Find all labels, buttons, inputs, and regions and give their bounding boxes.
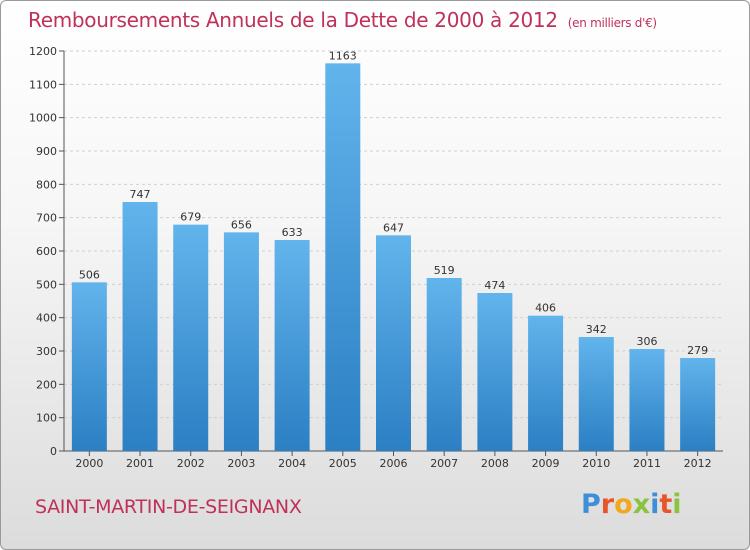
x-tick-label: 2001 — [126, 457, 154, 470]
bar-2009 — [528, 315, 564, 451]
bar-2001 — [122, 202, 158, 451]
bar-2008 — [477, 293, 513, 451]
y-tick-label: 700 — [36, 212, 57, 225]
data-label: 506 — [79, 268, 100, 281]
logo-letter: r — [600, 489, 615, 520]
chart-subtitle: (en milliers d'€) — [567, 16, 657, 30]
y-tick-label: 100 — [36, 412, 57, 425]
bars — [71, 63, 716, 451]
x-tick-label: 2011 — [633, 457, 661, 470]
logo-letter: i — [650, 489, 660, 520]
x-tick-label: 2007 — [430, 457, 458, 470]
y-tick-label: 0 — [50, 445, 57, 458]
data-label: 656 — [231, 218, 252, 231]
y-tick-label: 300 — [36, 345, 57, 358]
y-tick-label: 400 — [36, 312, 57, 325]
bar-2000 — [71, 282, 107, 451]
y-tick-label: 1100 — [29, 78, 57, 91]
logo-letter: o — [614, 489, 633, 520]
bar-2007 — [426, 278, 462, 451]
bar-2006 — [376, 235, 411, 451]
data-label: 406 — [535, 302, 556, 315]
x-tick-label: 2012 — [684, 457, 712, 470]
x-tick-label: 2008 — [481, 457, 509, 470]
chart-title-text: Remboursements Annuels de la Dette de 20… — [28, 8, 558, 32]
logo-letter: t — [659, 489, 673, 520]
bar-2003 — [223, 232, 259, 451]
bar-2012 — [680, 358, 716, 451]
y-tick-label: 500 — [36, 278, 57, 291]
bar-2004 — [274, 240, 310, 451]
x-tick-label: 2002 — [177, 457, 205, 470]
x-tick-label: 2004 — [278, 457, 306, 470]
chart-title: Remboursements Annuels de la Dette de 20… — [28, 8, 657, 32]
y-tick-label: 1000 — [29, 112, 57, 125]
data-label: 679 — [180, 211, 201, 224]
city-name: SAINT-MARTIN-DE-SEIGNANX — [35, 496, 302, 518]
y-tick-label: 1200 — [29, 45, 57, 58]
bar-2005 — [325, 63, 361, 451]
y-tick-label: 800 — [36, 178, 57, 191]
data-label: 647 — [383, 221, 404, 234]
x-tick-label: 2006 — [380, 457, 408, 470]
data-label: 474 — [484, 279, 505, 292]
x-tick-label: 2010 — [582, 457, 610, 470]
data-label: 633 — [282, 226, 303, 239]
y-tick-label: 900 — [36, 145, 57, 158]
logo-letter: x — [632, 489, 651, 520]
x-tick-label: 2009 — [532, 457, 560, 470]
logo-letter: i — [672, 489, 682, 520]
data-label: 279 — [687, 344, 708, 357]
data-labels: 506 747 679 656 633 1163 647 519 474 406 342 306 279 — [79, 49, 708, 357]
x-tick-label: 2003 — [227, 457, 255, 470]
axes: 0 100 200 300 400 500 600 700 800 900 1000 1100 1200… — [29, 45, 723, 470]
y-tick-label: 600 — [36, 245, 57, 258]
data-label: 1163 — [329, 49, 357, 62]
x-tick-label: 2005 — [329, 457, 357, 470]
data-label: 306 — [636, 335, 657, 348]
x-tick-label: 2000 — [75, 457, 103, 470]
bar-2010 — [578, 337, 614, 451]
bar-2002 — [173, 224, 209, 451]
proxiti-logo[interactable]: Proxiti — [581, 489, 682, 520]
data-label: 747 — [130, 188, 151, 201]
logo-letter: P — [581, 489, 601, 520]
bar-2011 — [629, 349, 665, 451]
data-label: 342 — [586, 323, 607, 336]
y-tick-label: 200 — [36, 378, 57, 391]
data-label: 519 — [434, 264, 455, 277]
